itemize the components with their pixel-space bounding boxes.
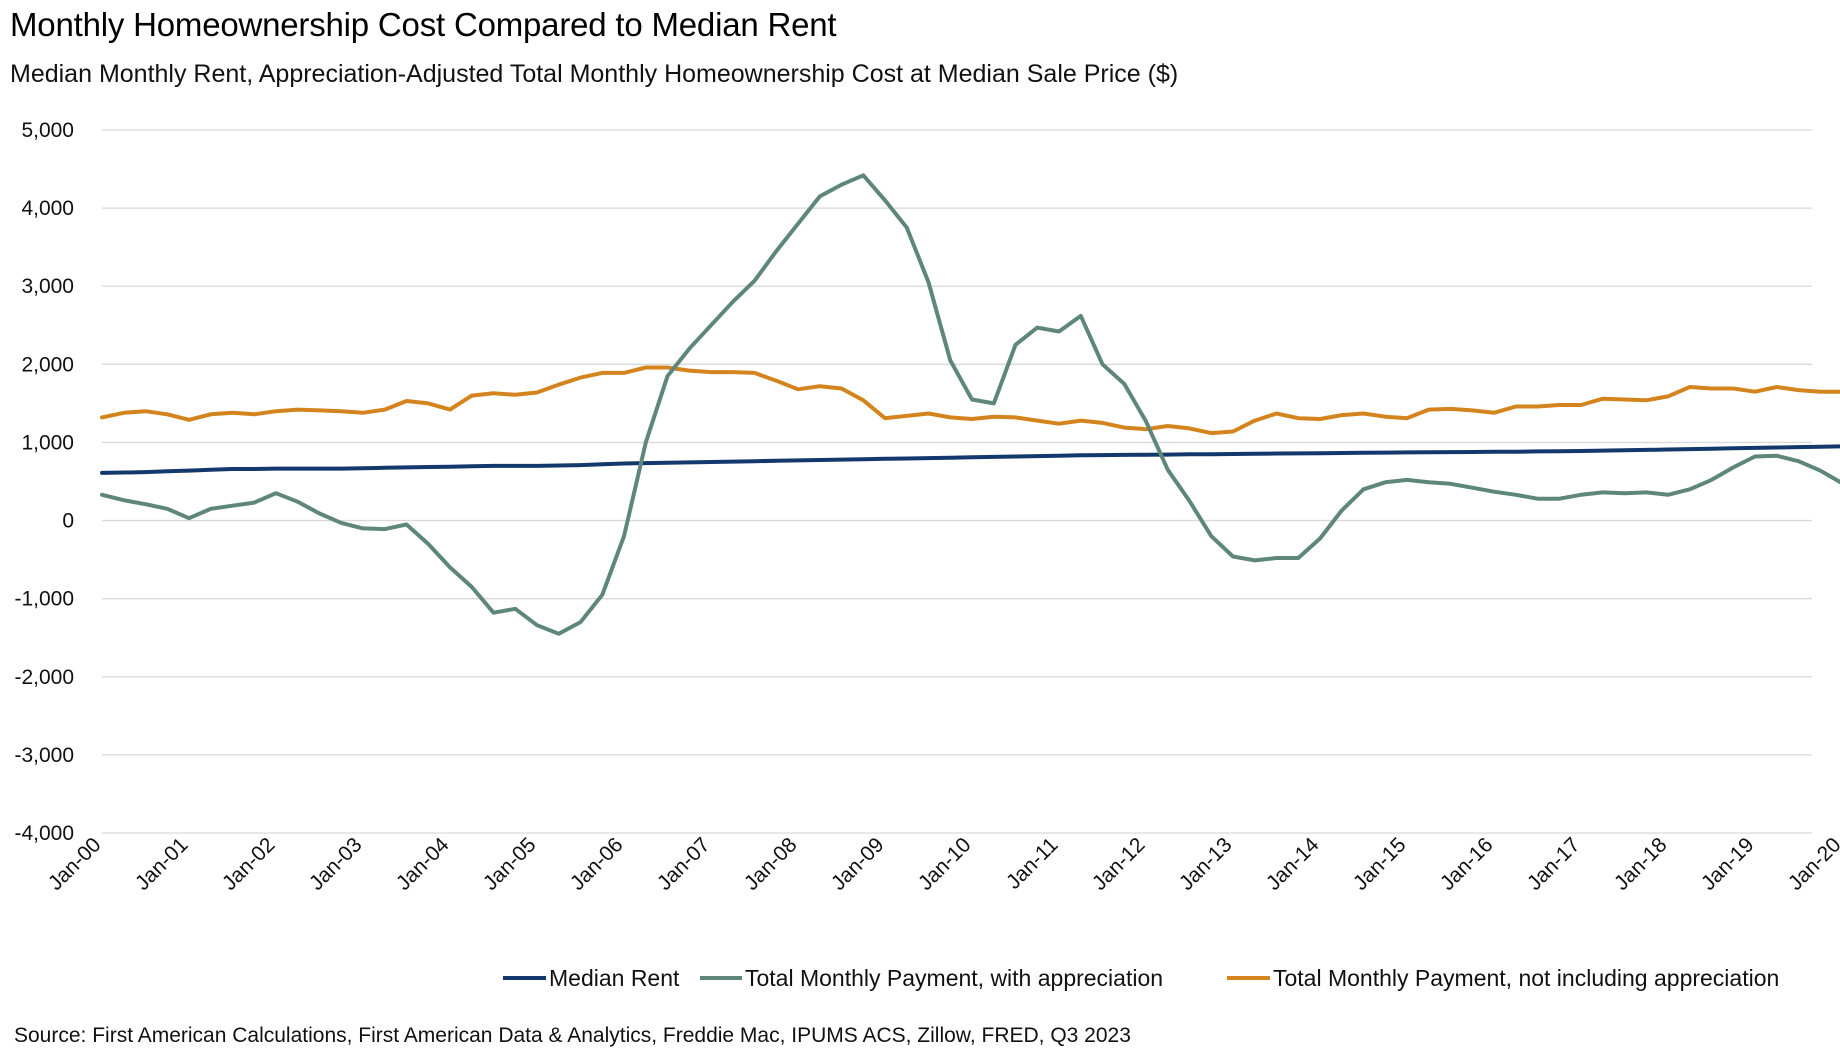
legend-label: Total Monthly Payment, not including app… [1273,965,1779,991]
x-tick-label: Jan-17 [1523,833,1585,895]
chart-title: Monthly Homeownership Cost Compared to M… [10,6,837,43]
gridlines [102,129,1812,834]
x-tick-label: Jan-14 [1262,833,1324,895]
y-tick-label: 4,000 [21,197,74,220]
x-tick-label: Jan-13 [1175,833,1237,895]
x-tick-label: Jan-11 [1002,833,1063,894]
series-line-3 [100,365,1840,436]
x-tick-label: Jan-18 [1610,833,1672,895]
legend-label: Median Rent [549,965,680,991]
x-tick-label: Jan-10 [914,833,976,895]
y-tick-label: 2,000 [21,353,74,376]
series-lines [100,173,1840,636]
x-tick-label: Jan-16 [1436,833,1498,895]
x-tick-label: Jan-07 [653,833,715,895]
y-tick-label: 5,000 [21,119,74,142]
x-tick-label: Jan-02 [218,833,280,895]
source-note: Source: First American Calculations, Fir… [14,1024,1131,1047]
x-tick-label: Jan-08 [740,833,802,895]
x-tick-label: Jan-03 [305,833,367,895]
series-line-2 [100,173,1840,636]
x-tick-label: Jan-12 [1088,833,1150,895]
series-line-1 [100,444,1840,475]
y-tick-label: -3,000 [14,744,74,767]
legend-label: Total Monthly Payment, with appreciation [745,965,1163,991]
x-tick-label: Jan-05 [479,833,541,895]
y-tick-label: -1,000 [14,588,74,611]
x-axis-tick-labels: Jan-00 Jan-01 Jan-02 Jan-03 Jan-04 Jan-05 Jan-… [44,833,1840,895]
y-axis-tick-labels: 5,000 4,000 3,000 2,000 1,000 0 -1,000 -2,000 -3… [14,119,74,845]
chart-subtitle: Median Monthly Rent, Appreciation-Adjust… [10,60,1179,88]
x-tick-label: Jan-15 [1349,833,1411,895]
y-tick-label: 0 [62,510,74,533]
x-tick-label: Jan-19 [1697,833,1759,895]
y-tick-label: 1,000 [21,431,74,454]
y-tick-label: -4,000 [14,822,74,845]
y-tick-label: -2,000 [14,666,74,689]
x-tick-label: Jan-09 [827,833,889,895]
x-tick-label: Jan-06 [566,833,628,895]
x-tick-label: Jan-20 [1784,833,1840,895]
x-tick-label: Jan-01 [131,833,193,895]
y-tick-label: 3,000 [21,275,74,298]
legend: Median Rent Total Monthly Payment, with a… [503,965,1779,991]
x-tick-label: Jan-04 [392,833,454,895]
